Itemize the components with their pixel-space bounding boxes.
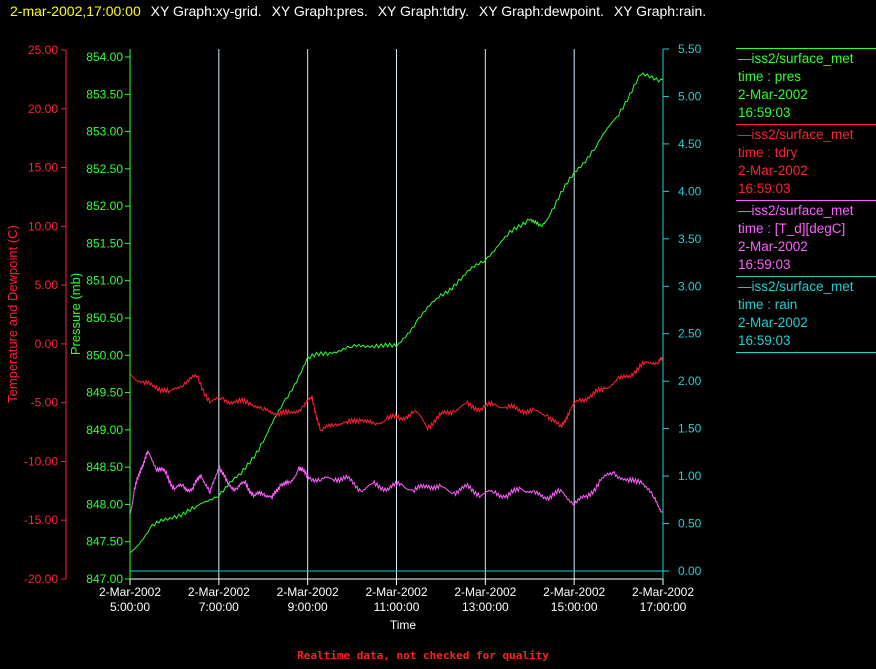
graph-label-tdry: XY Graph:tdry. bbox=[377, 3, 470, 19]
legend-source: —iss2/surface_met bbox=[738, 279, 854, 294]
legend-var: time : rain bbox=[738, 297, 798, 312]
graph-label-dewpoint: XY Graph:dewpoint. bbox=[478, 3, 604, 19]
legend-time: 16:59:03 bbox=[738, 105, 791, 120]
temp-tick-label: 10.00 bbox=[28, 219, 58, 233]
temp-axis-title: Temperature and Dewpoint (C) bbox=[5, 225, 20, 403]
legend-date: 2-Mar-2002 bbox=[738, 163, 808, 178]
temp-tick-label: 5.00 bbox=[35, 278, 59, 292]
legend: —iss2/surface_met time : pres 2-Mar-2002… bbox=[736, 48, 876, 356]
legend-source: —iss2/surface_met bbox=[738, 127, 854, 142]
pres-tick-label: 852.50 bbox=[86, 162, 123, 176]
rain-tick-label: 2.00 bbox=[678, 374, 702, 388]
temp-tick-label: -10.00 bbox=[24, 454, 58, 468]
legend-time: 16:59:03 bbox=[738, 181, 791, 196]
x-tick-label: 2-Mar-2002 15:00:00 bbox=[543, 585, 605, 614]
pres-tick-label: 850.00 bbox=[86, 348, 123, 362]
x-tick-label: 2-Mar-2002 11:00:00 bbox=[365, 585, 427, 614]
temp-tick-label: 0.00 bbox=[35, 337, 59, 351]
pres-tick-label: 848.00 bbox=[86, 497, 123, 511]
legend-source: —iss2/surface_met bbox=[738, 51, 854, 66]
legend-var: time : tdry bbox=[738, 145, 798, 160]
rain-tick-label: 3.00 bbox=[678, 279, 702, 293]
series-tdry-line bbox=[129, 356, 664, 432]
temp-tick-label: -15.00 bbox=[24, 513, 58, 527]
rain-tick-label: 5.00 bbox=[678, 89, 702, 103]
graph-label-xy-grid: XY Graph:xy-grid. bbox=[150, 3, 262, 19]
rain-tick-label: 1.50 bbox=[678, 422, 702, 436]
legend-entry-tdry[interactable]: —iss2/surface_met time : tdry 2-Mar-2002… bbox=[736, 124, 876, 200]
legend-time: 16:59:03 bbox=[738, 333, 791, 348]
legend-var: time : pres bbox=[738, 69, 802, 84]
x-tick-label: 2-Mar-2002 17:00:00 bbox=[632, 585, 694, 614]
pres-tick-label: 852.00 bbox=[86, 199, 123, 213]
x-tick-label: 2-Mar-2002 13:00:00 bbox=[454, 585, 516, 614]
pres-tick-label: 853.50 bbox=[86, 87, 123, 101]
pres-axis-title: Pressure (mb) bbox=[68, 273, 83, 355]
legend-entry-rain[interactable]: —iss2/surface_met time : rain 2-Mar-2002… bbox=[736, 276, 876, 352]
graph-label-rain: XY Graph:rain. bbox=[613, 3, 707, 19]
rain-tick-label: 4.00 bbox=[678, 184, 702, 198]
quality-notice: Realtime data, not checked for quality bbox=[297, 649, 549, 662]
legend-date: 2-Mar-2002 bbox=[738, 239, 808, 254]
pres-tick-label: 853.00 bbox=[86, 125, 123, 139]
series-dewpoint-line bbox=[129, 449, 664, 515]
temp-tick-label: 20.00 bbox=[28, 102, 58, 116]
pres-tick-label: 849.50 bbox=[86, 386, 123, 400]
pres-tick-label: 847.00 bbox=[86, 572, 123, 586]
timestamp-label: 2-mar-2002,17:00:00 bbox=[10, 3, 141, 19]
rain-tick-label: 2.50 bbox=[678, 327, 702, 341]
rain-tick-label: 5.50 bbox=[678, 42, 702, 56]
legend-entry-dewpoint[interactable]: —iss2/surface_met time : [T_d][degC] 2-M… bbox=[736, 200, 876, 276]
x-tick-label: 2-Mar-2002 7:00:00 bbox=[188, 585, 250, 614]
series-pres-line bbox=[129, 72, 664, 554]
legend-date: 2-Mar-2002 bbox=[738, 315, 808, 330]
legend-time: 16:59:03 bbox=[738, 257, 791, 272]
pres-tick-label: 850.50 bbox=[86, 311, 123, 325]
graph-label-pres: XY Graph:pres. bbox=[271, 3, 368, 19]
rain-tick-label: 0.50 bbox=[678, 517, 702, 531]
pres-tick-label: 854.00 bbox=[86, 50, 123, 64]
pres-tick-label: 851.00 bbox=[86, 274, 123, 288]
pres-tick-label: 847.50 bbox=[86, 535, 123, 549]
x-tick-label: 2-Mar-2002 5:00:00 bbox=[99, 585, 161, 614]
rain-tick-label: 1.00 bbox=[678, 469, 702, 483]
pres-tick-label: 849.00 bbox=[86, 423, 123, 437]
series-layer bbox=[129, 72, 664, 572]
legend-end-rule bbox=[736, 352, 876, 356]
temp-tick-label: 25.00 bbox=[28, 43, 58, 57]
temp-tick-label: -20.00 bbox=[24, 572, 58, 586]
legend-var: time : [T_d][degC] bbox=[738, 221, 846, 236]
axes-layer: 2-Mar-2002 5:00:00 2-Mar-2002 7:00:00 2-Mar-… bbox=[5, 42, 702, 632]
x-axis-title: Time bbox=[390, 618, 417, 632]
pres-tick-label: 848.50 bbox=[86, 460, 123, 474]
temp-tick-label: 15.00 bbox=[28, 161, 58, 175]
pres-tick-label: 851.50 bbox=[86, 236, 123, 250]
legend-date: 2-Mar-2002 bbox=[738, 87, 808, 102]
legend-entry-pres[interactable]: —iss2/surface_met time : pres 2-Mar-2002… bbox=[736, 48, 876, 124]
rain-tick-label: 3.50 bbox=[678, 232, 702, 246]
rain-tick-label: 4.50 bbox=[678, 137, 702, 151]
x-tick-label: 2-Mar-2002 9:00:00 bbox=[277, 585, 339, 614]
legend-source: —iss2/surface_met bbox=[738, 203, 854, 218]
temp-tick-label: -5.00 bbox=[31, 396, 59, 410]
rain-tick-label: 0.00 bbox=[678, 564, 702, 578]
graph-title-bar: 2-mar-2002,17:00:00 XY Graph:xy-grid. XY… bbox=[10, 3, 712, 19]
